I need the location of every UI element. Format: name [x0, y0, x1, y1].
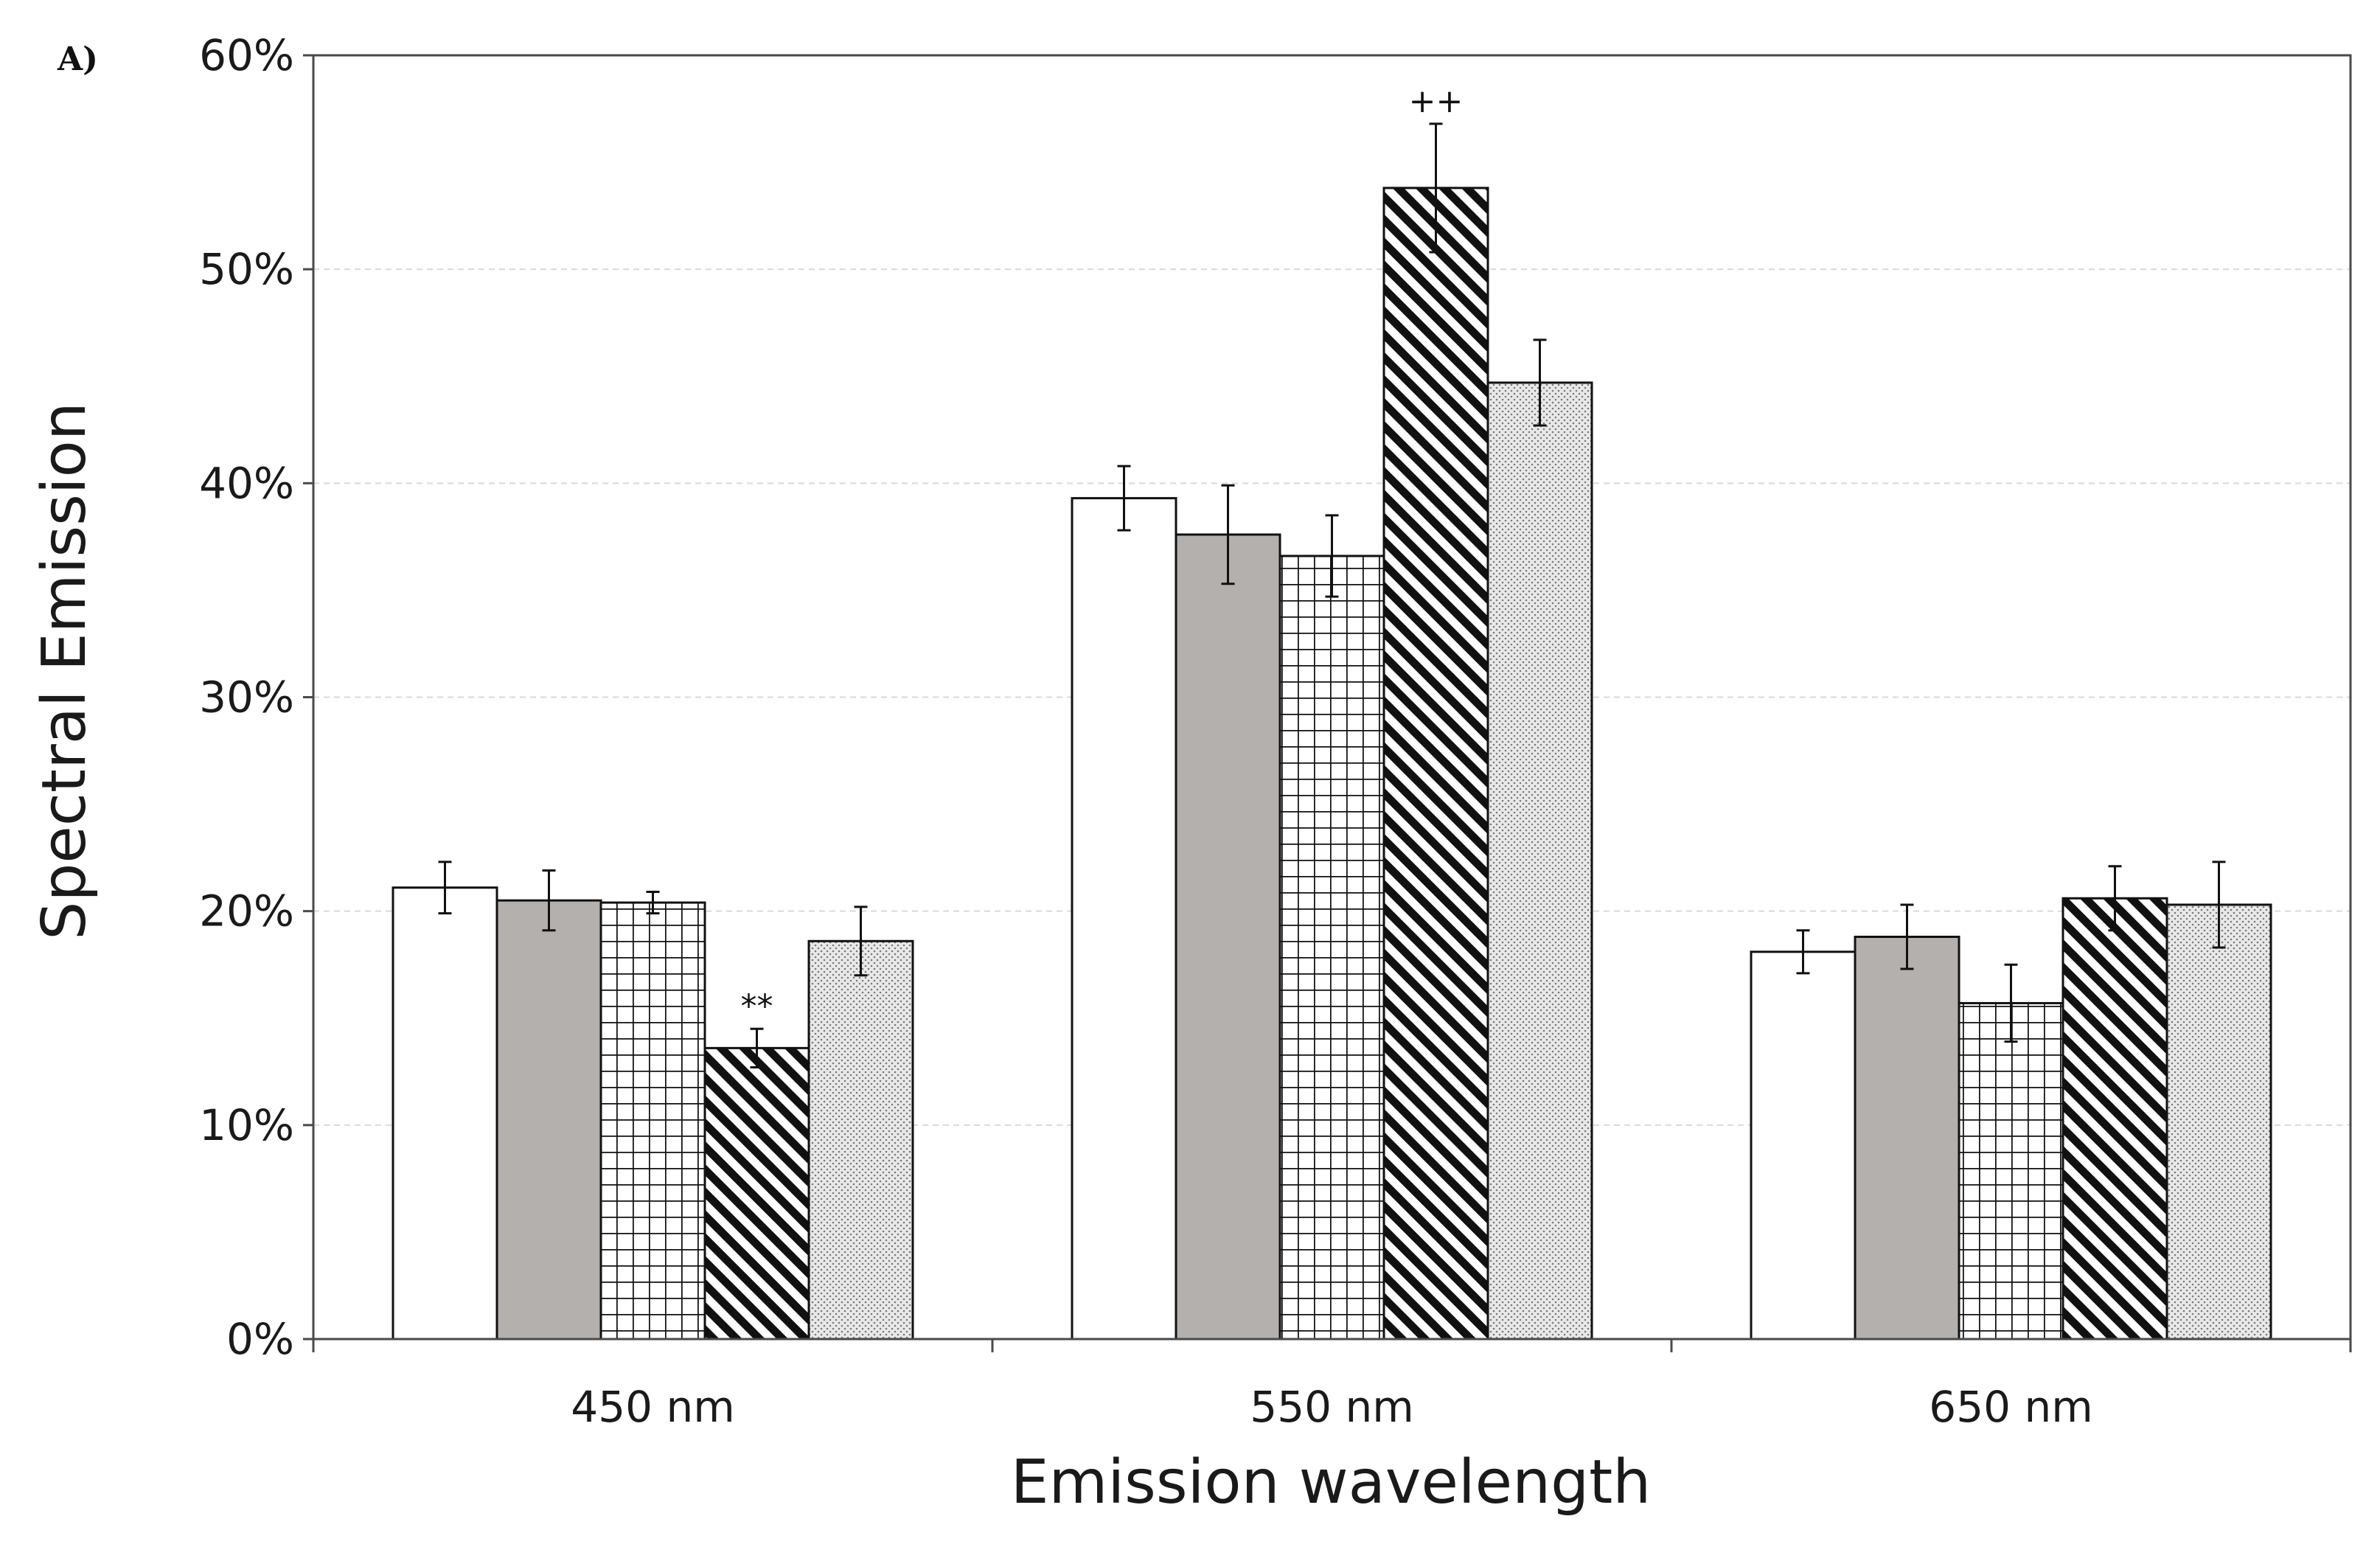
significance-marker: ** [741, 987, 773, 1025]
bar-series-3-1 [1278, 555, 1385, 1341]
bar-series-5-0 [807, 939, 914, 1341]
axes: 0% 10% 20% 30% 40% 50% 60% 450 nm 550 nm 650 nm [199, 30, 2352, 1432]
y-tick-label: 0% [226, 1314, 294, 1364]
x-tick-label: 650 nm [1929, 1382, 2092, 1432]
bar-series-2-2 [1854, 935, 1960, 1341]
labels: A) Emission wavelength Spectral Emission [29, 41, 1651, 1518]
error-bar [2212, 861, 2226, 949]
bar-series-3-0 [599, 901, 706, 1341]
bar-series-1-1 [1071, 497, 1177, 1341]
bar-series-2-1 [1175, 533, 1281, 1341]
panel-label: A) [57, 41, 98, 78]
bar-series-2-0 [495, 899, 602, 1341]
y-tick-label: 60% [199, 30, 294, 80]
error-bar [1900, 903, 1914, 970]
x-axis-title: Emission wavelength [1011, 1447, 1652, 1518]
bar-series-4-0 [703, 1046, 810, 1341]
error-bar [1429, 122, 1443, 254]
y-tick-label: 20% [199, 886, 294, 936]
x-tick-label: 550 nm [1250, 1382, 1413, 1432]
error-bar [1533, 338, 1547, 427]
error-bar [1221, 484, 1235, 585]
y-tick-label: 10% [199, 1100, 294, 1150]
bar-series-5-2 [2165, 903, 2272, 1341]
bar-series-3-2 [1958, 1001, 2064, 1341]
plot-frame [312, 54, 2352, 1341]
bar-series-4-1 [1382, 187, 1489, 1341]
y-axis-title: Spectral Emission [29, 402, 100, 939]
error-bar [646, 891, 660, 915]
error-bar [1796, 929, 1810, 975]
error-bar [542, 869, 556, 932]
x-tick-label: 450 nm [571, 1382, 734, 1432]
error-bar [1117, 465, 1131, 532]
error-bar [2004, 963, 2018, 1043]
bar-series-5-1 [1486, 381, 1593, 1341]
bars: ** ++ [392, 83, 2272, 1341]
bar-series-4-2 [2061, 897, 2168, 1341]
y-tick-label: 40% [199, 458, 294, 508]
significance-marker: ++ [1409, 83, 1464, 120]
y-tick-label: 50% [199, 244, 294, 294]
bar-series-1-2 [1750, 950, 1857, 1341]
error-bar [438, 861, 452, 915]
error-bar [750, 1027, 764, 1068]
error-bar [1325, 514, 1339, 598]
y-tick-label: 30% [199, 672, 294, 723]
bar-series-1-0 [392, 886, 498, 1341]
error-bar [2108, 865, 2122, 932]
error-bar [854, 905, 868, 977]
